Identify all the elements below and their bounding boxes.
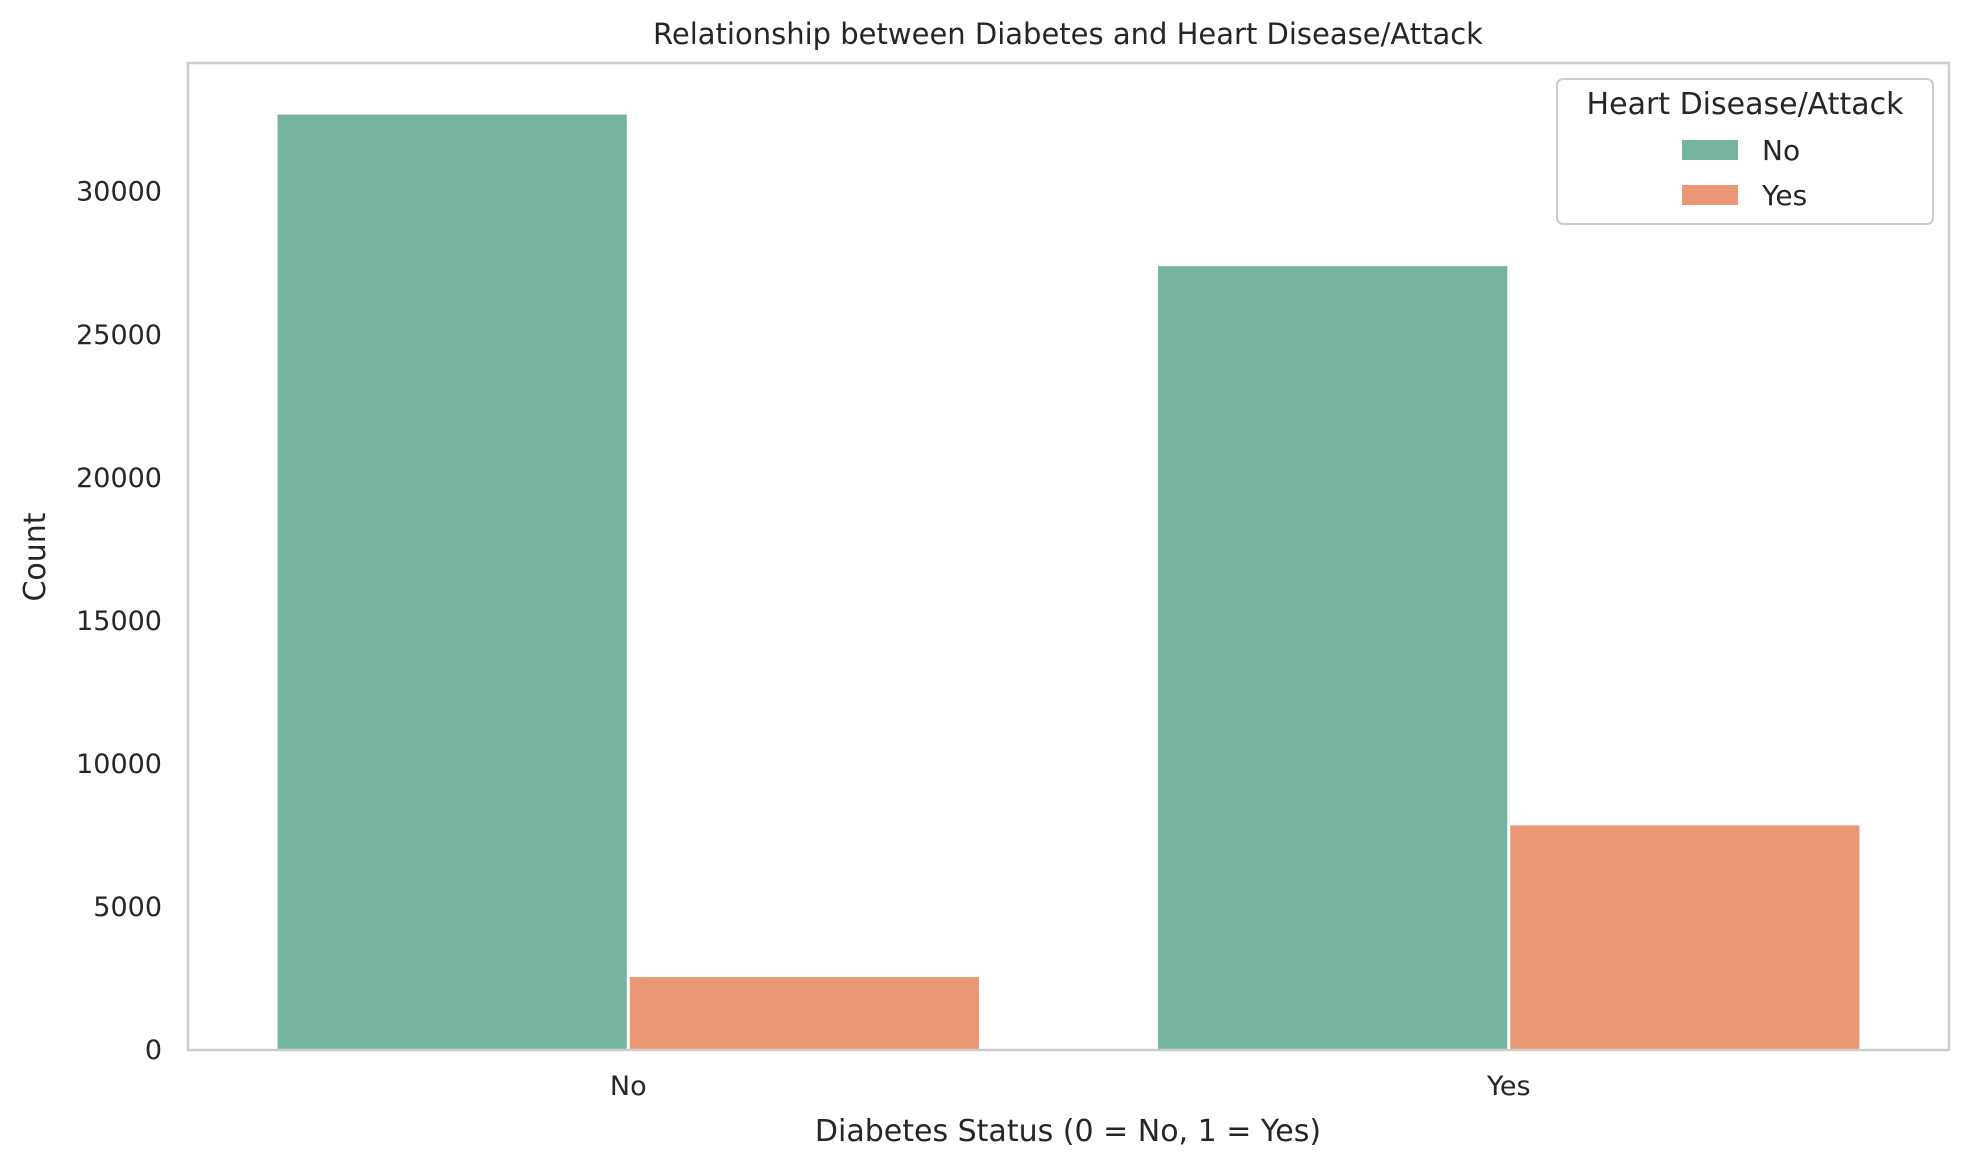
y-tick-label: 0 bbox=[145, 1035, 162, 1066]
bar bbox=[1510, 825, 1860, 1050]
legend-title: Heart Disease/Attack bbox=[1587, 87, 1905, 122]
legend-items: No Yes bbox=[1682, 134, 1807, 212]
y-tick-label: 10000 bbox=[76, 749, 162, 780]
y-axis-label: Count bbox=[18, 512, 53, 601]
x-tick-label: No bbox=[610, 1071, 647, 1102]
legend: Heart Disease/Attack No Yes bbox=[1556, 78, 1934, 225]
y-tick-label: 30000 bbox=[76, 177, 162, 208]
y-tick-label: 5000 bbox=[93, 892, 162, 923]
legend-label: Yes bbox=[1761, 179, 1807, 212]
plot-area bbox=[277, 114, 1860, 1051]
x-tick-label: Yes bbox=[1486, 1071, 1531, 1102]
chart-title: Relationship between Diabetes and Heart … bbox=[653, 17, 1483, 51]
legend-swatch bbox=[1682, 140, 1738, 160]
axes-frame bbox=[186, 61, 1951, 1052]
y-axis-ticks: 0 5000 10000 15000 20000 25000 30000 bbox=[76, 177, 162, 1066]
x-axis-label: Diabetes Status (0 = No, 1 = Yes) bbox=[815, 1114, 1321, 1149]
legend-label: No bbox=[1762, 134, 1800, 167]
bar bbox=[1158, 266, 1508, 1051]
y-tick-label: 15000 bbox=[76, 606, 162, 637]
bar bbox=[629, 977, 979, 1050]
bar bbox=[277, 114, 627, 1050]
y-tick-label: 20000 bbox=[76, 463, 162, 494]
x-axis-ticks: No Yes bbox=[610, 1071, 1531, 1102]
y-tick-label: 25000 bbox=[76, 320, 162, 351]
legend-frame bbox=[1556, 78, 1934, 225]
legend-swatch bbox=[1682, 185, 1738, 205]
